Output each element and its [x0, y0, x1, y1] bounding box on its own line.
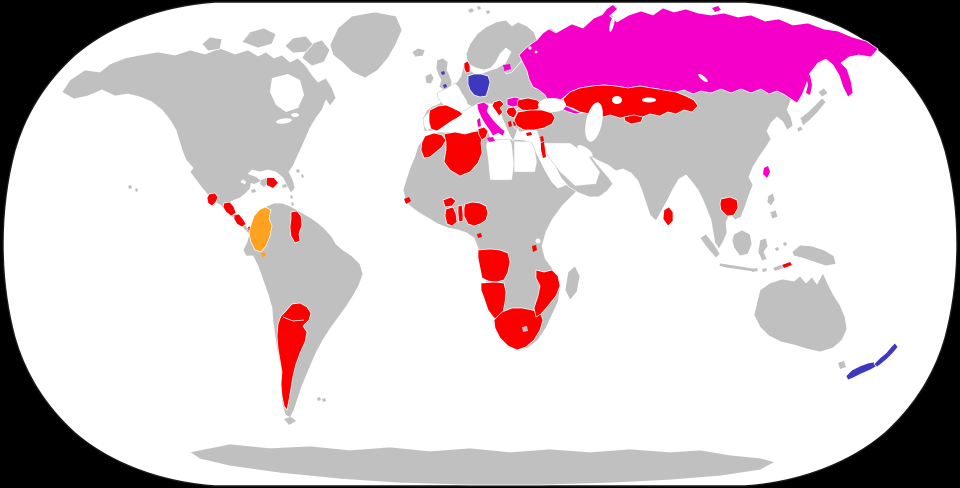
country-equatorial-guinea [477, 233, 482, 238]
country-colombia-south-tip [261, 252, 266, 257]
country-guyana [289, 210, 303, 244]
island-ireland [424, 72, 435, 85]
country-sri-lanka [662, 206, 674, 227]
island-sardinia [477, 118, 481, 127]
islands-lesser-antilles [289, 195, 294, 212]
country-turkey [513, 109, 556, 131]
island-cuba [239, 174, 261, 184]
country-mozambique [533, 269, 561, 318]
sea-caspian [585, 102, 603, 142]
gulf-ob [609, 16, 615, 32]
continent-australia [753, 272, 848, 353]
country-germany [467, 73, 491, 98]
country-taiwan [763, 166, 770, 178]
country-new-zealand-north [873, 342, 899, 368]
island-banks [201, 36, 223, 52]
island-java [718, 262, 758, 273]
islands-japan [796, 87, 829, 133]
country-burkina-faso [442, 196, 457, 208]
country-russia [518, 7, 879, 115]
country-south-africa [493, 307, 544, 351]
country-latvia [503, 64, 511, 71]
lake-victoria [535, 238, 541, 244]
country-dominican-republic [267, 178, 278, 188]
island-victoria-arctic [241, 27, 277, 49]
islands-moluccas [751, 242, 787, 272]
island-borneo [731, 229, 753, 257]
islands-bahamas [296, 169, 304, 178]
island-ellesmere [284, 35, 314, 54]
islands-philippines [766, 192, 779, 220]
country-kyrgyzstan [623, 114, 644, 125]
country-colombia [248, 206, 273, 253]
lake-great-lakes-east [291, 113, 299, 117]
island-madagascar [564, 265, 581, 301]
sea-black [538, 98, 566, 112]
island-haiti [260, 178, 268, 187]
island-timor-west [773, 265, 783, 271]
country-egypt [513, 140, 538, 173]
country-cambodia [719, 196, 739, 217]
continent-antarctica [189, 443, 776, 486]
island-sumatra [699, 233, 721, 259]
country-israel [541, 142, 546, 158]
uk-site-dots [441, 71, 447, 88]
country-italy [476, 101, 506, 137]
island-sakhalin [806, 75, 812, 95]
sea-hudson-bay [270, 74, 304, 112]
country-burundi [532, 245, 537, 252]
country-benin [457, 204, 464, 223]
country-albania [508, 121, 512, 127]
country-algeria [443, 130, 483, 177]
country-spain [428, 104, 464, 132]
country-lebanon [540, 136, 544, 142]
country-denmark [463, 60, 471, 74]
seas-lakes [270, 16, 708, 244]
island-tasmania [838, 361, 846, 369]
island-tierra-del-fuego [284, 417, 296, 425]
country-east-timor [782, 262, 792, 268]
country-nigeria [463, 201, 489, 227]
island-iceland [411, 47, 426, 58]
border-argentina-paraguay [282, 316, 305, 322]
country-argentina-paraguay [276, 302, 312, 411]
lake-great-lakes-west [276, 118, 292, 124]
country-serbia [505, 106, 518, 119]
continent-africa [402, 127, 581, 351]
islands-falkland [317, 397, 326, 402]
country-ghana [444, 206, 458, 227]
islands-new-siberian [712, 6, 721, 12]
country-costa-rica [233, 213, 247, 228]
country-croatia [491, 99, 505, 117]
island-jamaica [251, 189, 256, 193]
country-guatemala [206, 192, 219, 207]
lake-balkhash [642, 97, 656, 103]
country-libya [485, 138, 515, 181]
country-morocco [420, 132, 447, 159]
country-guinea-bissau [404, 197, 411, 204]
continent-north-america [61, 47, 337, 238]
island-novaya-zemlya [601, 5, 617, 21]
country-nicaragua [222, 201, 237, 217]
gulf-persian [577, 145, 593, 157]
country-cyprus [526, 132, 532, 136]
country-tunisia [477, 126, 489, 141]
island-sulawesi [757, 237, 769, 262]
country-lesotho [522, 326, 528, 332]
lake-baikal [698, 73, 708, 83]
island-greenland [329, 11, 403, 79]
country-angola [477, 248, 511, 283]
lake-onega [534, 50, 538, 54]
lake-ladoga [528, 46, 532, 50]
island-sicily [487, 137, 495, 142]
island-new-guinea [791, 244, 837, 267]
island-puerto-rico [282, 184, 287, 188]
islands-svalbard [468, 6, 490, 14]
island-hawaii [128, 185, 138, 192]
country-romania [516, 97, 542, 112]
sea-aral [612, 96, 622, 104]
